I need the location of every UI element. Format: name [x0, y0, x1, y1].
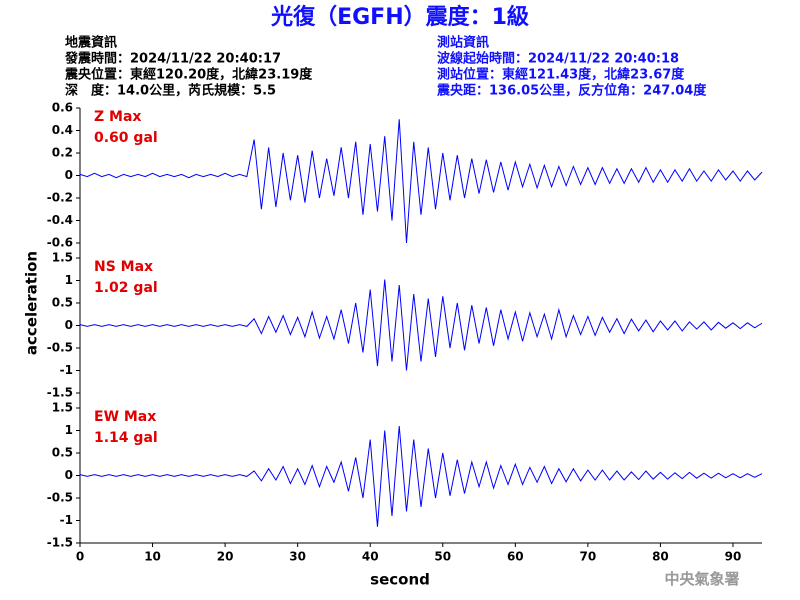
x-tick-label: 90 [725, 550, 742, 564]
panel-label: Z Max [94, 109, 141, 125]
y-tick-label: 1 [65, 273, 73, 287]
title: 光復（EGFH）震度：1級 [270, 4, 529, 30]
y-tick-label: 0.6 [52, 101, 73, 115]
x-tick-label: 50 [434, 550, 451, 564]
right-info: 測站位置：東經121.43度，北緯23.67度 [437, 67, 685, 83]
y-tick-label: 0 [65, 318, 73, 332]
left-info: 深 度：14.0公里，芮氏規模：5.5 [65, 83, 276, 99]
y-tick-label: -1 [60, 363, 73, 377]
y-tick-label: -1.5 [47, 536, 73, 550]
y-tick-label: 0.5 [52, 446, 73, 460]
y-tick-label: 0 [65, 468, 73, 482]
y-tick-label: -0.5 [47, 491, 73, 505]
waveform [79, 279, 763, 371]
left-info: 地震資訊 [65, 35, 117, 51]
watermark: 中央氣象署 [664, 570, 739, 588]
waveform [79, 425, 763, 527]
right-info: 震央距：136.05公里，反方位角：247.04度 [436, 83, 707, 99]
panel-annotation: 1.02 gal [94, 280, 158, 296]
panel-annotation: 0.60 gal [94, 130, 158, 146]
x-tick-label: 40 [362, 550, 379, 564]
y-tick-label: 0 [65, 168, 73, 182]
y-tick-label: -0.5 [47, 341, 73, 355]
panel-label: EW Max [94, 409, 156, 425]
y-tick-label: 0.2 [52, 146, 73, 160]
y-tick-label: -0.4 [47, 213, 73, 227]
y-tick-label: 0.5 [52, 296, 73, 310]
x-tick-label: 20 [217, 550, 234, 564]
panel-annotation: 1.14 gal [94, 430, 158, 446]
y-tick-label: 1.5 [52, 401, 73, 415]
left-info: 發震時間：2024/11/22 20:40:17 [64, 51, 281, 67]
y-tick-label: 1.5 [52, 251, 73, 265]
y-tick-label: -0.6 [47, 236, 73, 250]
x-tick-label: 60 [507, 550, 524, 564]
right-info: 測站資訊 [437, 35, 489, 51]
right-info: 波線起始時間：2024/11/22 20:40:18 [437, 51, 679, 67]
x-tick-label: 0 [76, 550, 84, 564]
y-tick-label: -1 [60, 513, 73, 527]
x-tick-label: 70 [580, 550, 597, 564]
x-tick-label: 80 [652, 550, 669, 564]
y-tick-label: 1 [65, 423, 73, 437]
x-axis-label: second [370, 571, 430, 589]
panel-label: NS Max [94, 259, 153, 275]
x-tick-label: 10 [144, 550, 161, 564]
x-tick-label: 30 [289, 550, 306, 564]
y-tick-label: -0.2 [47, 191, 73, 205]
left-info: 震央位置：東經120.20度，北緯23.19度 [64, 67, 313, 83]
y-tick-label: 0.4 [52, 123, 73, 137]
y-axis-label: acceleration [23, 251, 41, 355]
waveform [79, 119, 763, 244]
y-tick-label: -1.5 [47, 386, 73, 400]
